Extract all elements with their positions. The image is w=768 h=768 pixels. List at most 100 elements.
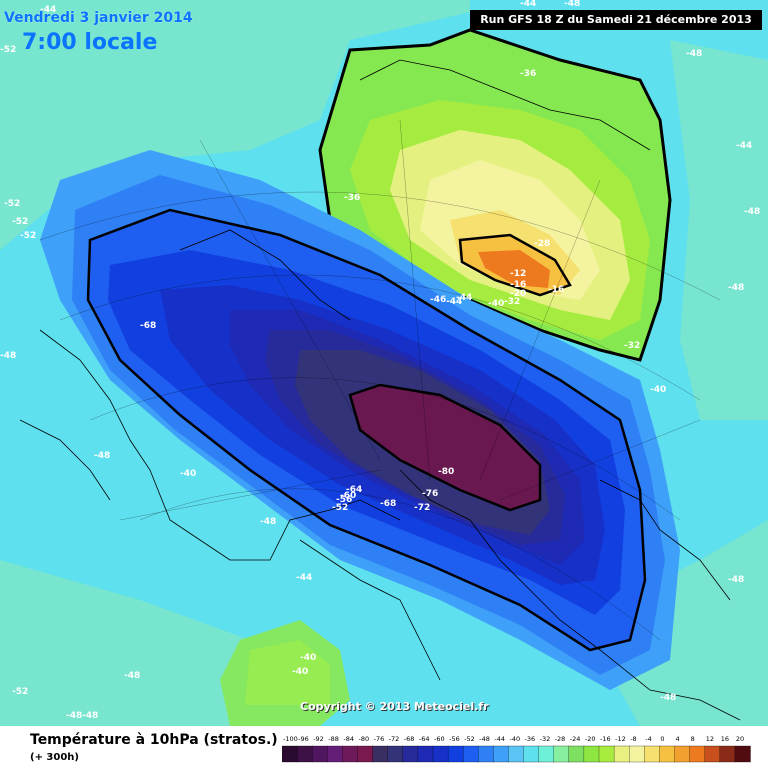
scale-tick-label: -100 xyxy=(283,735,298,743)
scale-tick-label: -88 xyxy=(328,735,339,743)
legend-title: Température à 10hPa (stratos.) xyxy=(30,732,278,748)
contour-label: -16 xyxy=(510,280,526,290)
scale-swatch xyxy=(689,745,706,763)
contour-label: -40 xyxy=(292,667,308,677)
contour-label: -44 xyxy=(40,5,56,15)
contour-label: -48 xyxy=(0,351,16,361)
contour-label: -48 xyxy=(728,575,744,585)
contour-label: -20 xyxy=(510,289,526,299)
contour-label: -16 xyxy=(548,285,564,295)
scale-swatch xyxy=(387,745,404,763)
scale-swatch xyxy=(629,745,645,763)
scale-tick-label: -72 xyxy=(389,735,400,743)
scale-swatch xyxy=(402,745,419,763)
contour-label: -48 xyxy=(124,671,140,681)
contour-label: -52 xyxy=(0,45,16,55)
contour-label: -48 xyxy=(660,693,676,703)
scale-swatch xyxy=(463,745,479,763)
contour-label: -40 xyxy=(300,653,316,663)
scale-swatch xyxy=(312,745,328,763)
temperature-map: -68 -80 -76 -72 -68 -64 -60 -56 -52 -48 … xyxy=(0,0,768,726)
contour-label: -44 xyxy=(520,0,536,9)
scale-swatch xyxy=(674,745,691,763)
contour-label: -36 xyxy=(344,193,360,203)
scale-swatch xyxy=(538,745,555,763)
scale-tick-label: -48 xyxy=(479,735,490,743)
contour-label: -44 xyxy=(456,293,472,303)
contour-label: -40 xyxy=(488,299,504,309)
contour-label: -52 xyxy=(332,503,348,513)
run-label: Run GFS 18 Z du Samedi 21 décembre 2013 xyxy=(470,10,762,30)
scale-tick-label: -52 xyxy=(464,735,475,743)
scale-tick-label: -44 xyxy=(494,735,505,743)
contour-label: -32 xyxy=(624,341,640,351)
scale-swatch xyxy=(598,745,615,763)
contour-label: -68 xyxy=(380,499,396,509)
scale-tick-label: -4 xyxy=(645,735,651,743)
contour-label: -48 xyxy=(260,517,276,527)
scale-tick-label: -28 xyxy=(555,735,566,743)
legend-panel: Température à 10hPa (stratos.) (+ 300h) … xyxy=(0,726,768,768)
contour-label: -48 xyxy=(94,451,110,461)
legend-subtitle: (+ 300h) xyxy=(30,752,79,763)
scale-tick-label: -36 xyxy=(525,735,536,743)
contour-label: -72 xyxy=(414,503,430,513)
contour-label: -80 xyxy=(438,467,454,477)
scale-swatch xyxy=(282,745,298,763)
scale-tick-label: -92 xyxy=(313,735,324,743)
scale-tick-label: -60 xyxy=(434,735,445,743)
scale-tick-label: -80 xyxy=(359,735,370,743)
color-scale: -100 -96 -92 -88 -84 -80 -76 -72 -68 -64 -60 -56 -52… xyxy=(282,735,751,763)
contour-label: -48 xyxy=(686,49,702,59)
contour-label: -60 xyxy=(340,491,356,501)
scale-tick-label: -20 xyxy=(585,735,596,743)
scale-swatch xyxy=(613,745,630,763)
copyright-notice: Copyright © 2013 Meteociel.fr xyxy=(300,700,489,713)
contour-label: -48 xyxy=(82,711,98,721)
contour-label: -40 xyxy=(180,469,196,479)
contour-label: -52 xyxy=(12,217,28,227)
scale-tick-label: 20 xyxy=(736,735,744,743)
contour-label: -56 xyxy=(336,495,352,505)
contour-label: -28 xyxy=(534,239,550,249)
scale-tick-label: 16 xyxy=(721,735,729,743)
contour-label: -32 xyxy=(504,297,520,307)
scale-swatch xyxy=(704,745,721,763)
contour-label: -46 xyxy=(430,295,446,305)
scale-swatch xyxy=(478,745,495,763)
scale-swatch xyxy=(357,745,374,763)
scale-swatch xyxy=(417,745,434,763)
scale-tick-label: 0 xyxy=(660,735,664,743)
scale-swatch xyxy=(734,745,751,763)
contour-label: -52 xyxy=(20,231,36,241)
scale-swatch xyxy=(583,745,600,763)
scale-tick-label: -76 xyxy=(374,735,385,743)
contour-label: -44 xyxy=(446,297,462,307)
scale-tick-label: -84 xyxy=(343,735,354,743)
contour-label: -48 xyxy=(744,207,760,217)
contour-label: -48 xyxy=(564,0,580,9)
scale-swatch xyxy=(493,745,510,763)
contour-label: -64 xyxy=(346,485,362,495)
contour-label: -12 xyxy=(510,269,526,279)
scale-swatch xyxy=(553,745,570,763)
scale-swatch xyxy=(372,745,389,763)
scale-tick-label: -56 xyxy=(449,735,460,743)
scale-tick-label: -24 xyxy=(570,735,581,743)
scale-swatch xyxy=(719,745,736,763)
scale-swatch xyxy=(644,745,661,763)
scale-tick-label: -32 xyxy=(540,735,551,743)
scale-tick-label: -12 xyxy=(615,735,626,743)
scale-tick-label: 4 xyxy=(676,735,680,743)
scale-swatch xyxy=(659,745,676,763)
scale-tick-label: -96 xyxy=(298,735,309,743)
contour-label: -44 xyxy=(736,141,752,151)
contour-labels: -68 -80 -76 -72 -68 -64 -60 -56 -52 -48 … xyxy=(0,0,760,721)
scale-tick-label: -68 xyxy=(404,735,415,743)
scale-swatch xyxy=(432,745,449,763)
scale-swatch xyxy=(523,745,540,763)
forecast-time: 7:00 locale xyxy=(22,30,158,55)
contour-label: -68 xyxy=(140,321,156,331)
scale-tick-label: -16 xyxy=(600,735,611,743)
forecast-date: Vendredi 3 janvier 2014 xyxy=(4,10,193,26)
